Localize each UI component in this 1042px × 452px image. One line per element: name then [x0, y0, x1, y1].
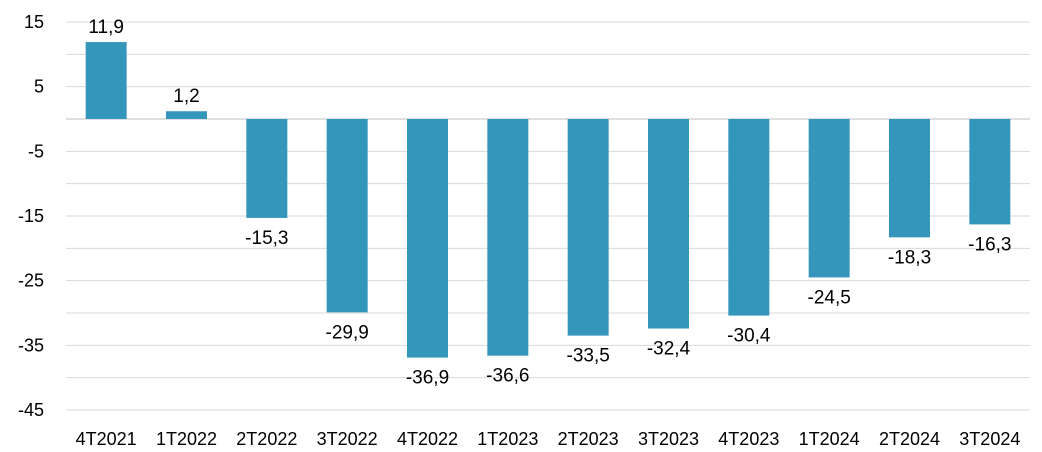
- x-tick-label: 4T2021: [76, 429, 137, 449]
- x-tick-label: 4T2023: [718, 429, 779, 449]
- data-label: -24,5: [808, 287, 851, 308]
- y-tick-label: 15: [24, 12, 44, 32]
- x-tick-label: 1T2022: [156, 429, 217, 449]
- x-tick-label: 2T2022: [236, 429, 297, 449]
- data-label: -16,3: [968, 234, 1011, 255]
- bar: [648, 119, 689, 329]
- bar: [487, 119, 528, 356]
- y-tick-label: 5: [34, 77, 44, 97]
- bar: [728, 119, 769, 316]
- bar: [809, 119, 850, 277]
- data-label: 11,9: [88, 17, 124, 38]
- data-labels: 11,9 1,2 -15,3 -29,9 -36,9 -36,6 -33,5 -32,4 -30…: [88, 17, 1011, 389]
- x-tick-label: 4T2022: [397, 429, 458, 449]
- y-axis-ticks: 15 5 -5 -15 -25 -35 -45: [18, 12, 44, 420]
- bar: [327, 119, 368, 312]
- data-label: -36,9: [406, 368, 449, 389]
- data-label: -33,5: [567, 346, 610, 367]
- bar: [246, 119, 287, 218]
- bar: [86, 42, 127, 119]
- x-tick-label: 3T2022: [317, 429, 378, 449]
- y-tick-label: -5: [28, 141, 44, 161]
- x-tick-label: 3T2024: [959, 429, 1020, 449]
- gridlines: [66, 22, 1030, 410]
- bars: [86, 42, 1011, 358]
- data-label: -15,3: [245, 228, 288, 249]
- bar: [407, 119, 448, 358]
- x-tick-label: 2T2023: [558, 429, 619, 449]
- x-tick-label: 1T2024: [799, 429, 860, 449]
- x-tick-label: 3T2023: [638, 429, 699, 449]
- y-tick-label: -45: [18, 400, 44, 420]
- bar: [166, 111, 207, 119]
- data-label: -29,9: [326, 322, 369, 343]
- y-tick-label: -15: [18, 206, 44, 226]
- data-label: -18,3: [888, 247, 931, 268]
- data-label: -36,6: [486, 366, 529, 387]
- bar: [969, 119, 1010, 224]
- data-label: -30,4: [727, 326, 771, 347]
- data-label: -32,4: [647, 339, 691, 360]
- y-tick-label: -25: [18, 271, 44, 291]
- x-tick-label: 1T2023: [477, 429, 538, 449]
- x-tick-label: 2T2024: [879, 429, 940, 449]
- x-axis-ticks: 4T2021 1T2022 2T2022 3T2022 4T2022 1T2023 2T20…: [76, 429, 1021, 449]
- y-tick-label: -35: [18, 335, 44, 355]
- data-label: 1,2: [173, 86, 199, 107]
- bar: [889, 119, 930, 237]
- bar: [568, 119, 609, 336]
